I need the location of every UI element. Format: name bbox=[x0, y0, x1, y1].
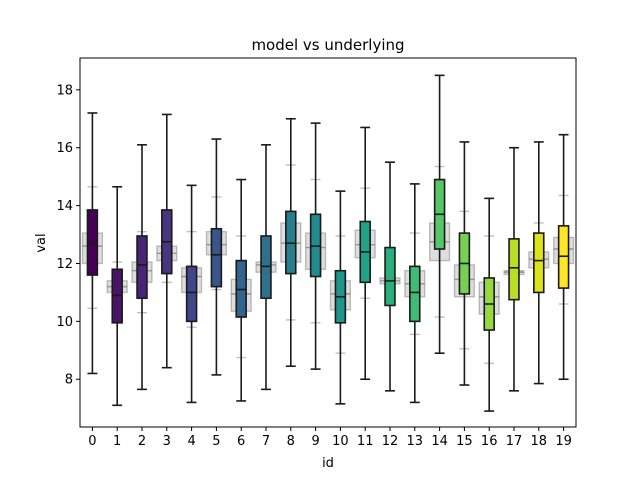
x-tick-label: 15 bbox=[456, 434, 473, 449]
x-tick-label: 6 bbox=[237, 434, 245, 449]
x-tick-label: 11 bbox=[357, 434, 374, 449]
x-tick-label: 9 bbox=[311, 434, 319, 449]
x-tick-label: 4 bbox=[187, 434, 195, 449]
y-tick-label: 10 bbox=[56, 315, 73, 330]
model-box-6 bbox=[235, 178, 247, 402]
model-box-12 bbox=[384, 161, 396, 392]
model-iqr-box bbox=[533, 232, 545, 294]
y-tick-label: 18 bbox=[56, 83, 73, 98]
model-box-16 bbox=[483, 197, 495, 412]
x-tick-label: 8 bbox=[287, 434, 295, 449]
model-box-18 bbox=[533, 141, 545, 385]
plot-frame bbox=[79, 57, 577, 428]
model-box-0 bbox=[86, 112, 99, 375]
x-tick-label: 13 bbox=[407, 434, 424, 449]
x-tick-label: 7 bbox=[262, 434, 270, 449]
x-tick-label: 0 bbox=[88, 434, 96, 449]
model-box-7 bbox=[260, 144, 272, 391]
model-box-3 bbox=[161, 113, 173, 369]
model-iqr-box bbox=[185, 265, 198, 323]
model-series-layer bbox=[86, 74, 570, 412]
x-tick-label: 14 bbox=[431, 434, 448, 449]
chart-title: model vs underlying bbox=[251, 36, 404, 54]
y-tick-label: 8 bbox=[65, 373, 73, 388]
model-box-17 bbox=[508, 146, 520, 392]
x-tick-label: 18 bbox=[531, 434, 548, 449]
x-tick-label: 10 bbox=[332, 434, 349, 449]
model-iqr-box bbox=[409, 265, 421, 323]
x-tick-label: 19 bbox=[555, 434, 572, 449]
model-box-9 bbox=[309, 122, 322, 370]
x-tick-label: 2 bbox=[138, 434, 146, 449]
model-box-1 bbox=[111, 185, 123, 407]
y-tick-label: 14 bbox=[56, 199, 73, 214]
model-iqr-box bbox=[136, 235, 148, 300]
model-box-4 bbox=[185, 184, 198, 404]
x-tick-label: 12 bbox=[382, 434, 399, 449]
model-box-8 bbox=[285, 117, 297, 368]
model-iqr-box bbox=[384, 246, 396, 307]
model-box-13 bbox=[409, 183, 421, 404]
model-iqr-box bbox=[508, 238, 520, 301]
model-box-19 bbox=[557, 133, 570, 381]
model-box-2 bbox=[136, 144, 148, 391]
model-box-15 bbox=[458, 141, 471, 386]
x-tick-label: 17 bbox=[506, 434, 523, 449]
model-box-14 bbox=[433, 74, 446, 355]
model-box-11 bbox=[359, 126, 371, 381]
x-axis-label: id bbox=[322, 456, 334, 471]
x-tick-label: 16 bbox=[481, 434, 498, 449]
x-tick-label: 5 bbox=[212, 434, 220, 449]
x-tick-label: 1 bbox=[113, 434, 121, 449]
x-tick-label: 3 bbox=[163, 434, 171, 449]
y-tick-label: 16 bbox=[56, 141, 73, 156]
model-box-5 bbox=[210, 138, 223, 376]
y-tick-label: 12 bbox=[56, 257, 73, 272]
model-iqr-box bbox=[210, 227, 223, 288]
model-box-10 bbox=[334, 190, 347, 405]
y-axis-label: val bbox=[34, 233, 49, 252]
